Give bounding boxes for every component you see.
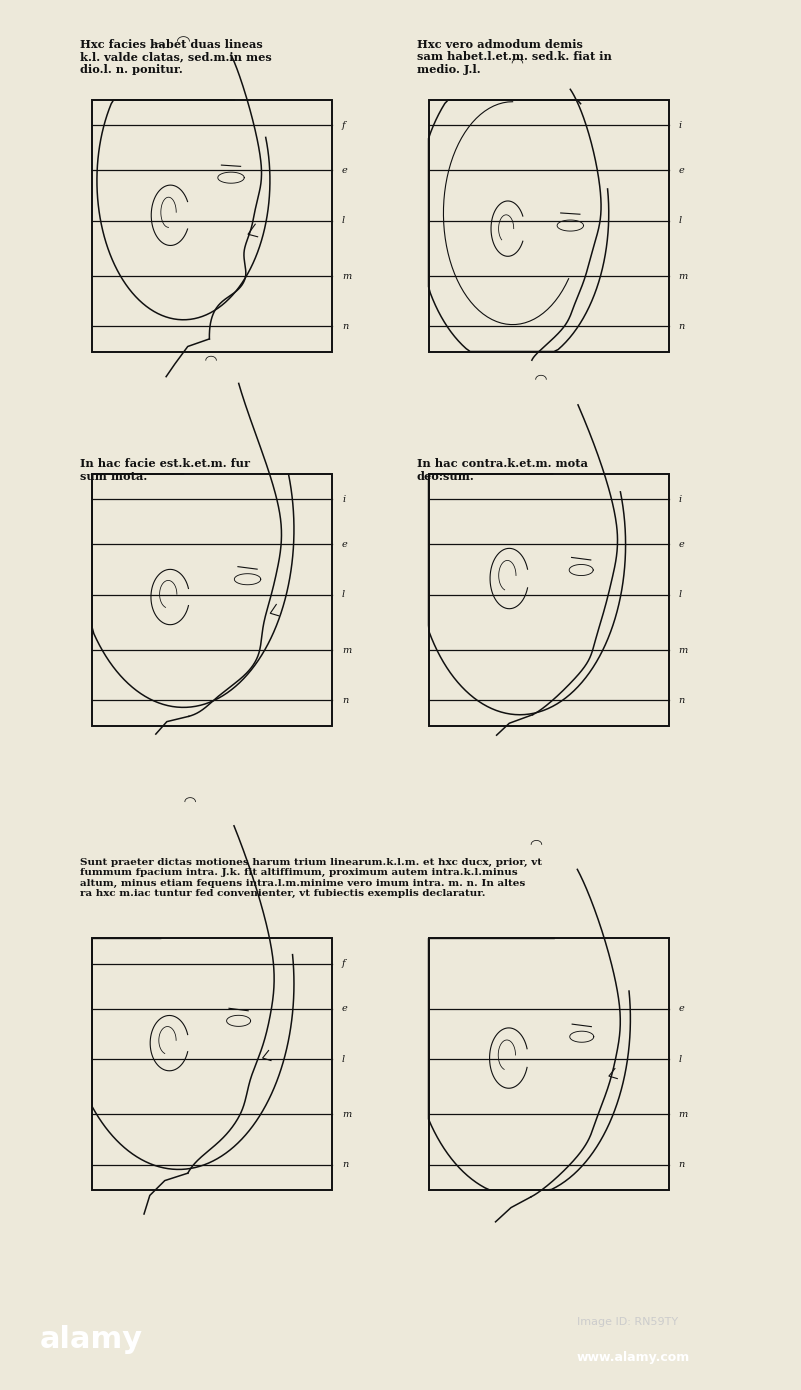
- Text: l: l: [678, 591, 682, 599]
- Text: e: e: [678, 165, 684, 175]
- Text: Hxc facies habet duas lineas
k.l. valde clatas, sed.m.in mes
dio.l. n. ponitur.: Hxc facies habet duas lineas k.l. valde …: [80, 39, 272, 75]
- Text: n: n: [678, 322, 685, 331]
- Text: n: n: [342, 322, 348, 331]
- Text: m: m: [342, 271, 352, 281]
- Text: Sunt praeter dictas motiones harum trium linearum.k.l.m. et hxc ducx, prior, vt
: Sunt praeter dictas motiones harum trium…: [80, 858, 542, 898]
- Text: i: i: [342, 495, 345, 503]
- Text: n: n: [678, 1161, 685, 1169]
- Text: Hxc vero admodum demis
sam habet.l.et.m. sed.k. fiat in
medio. J.l.: Hxc vero admodum demis sam habet.l.et.m.…: [417, 39, 611, 75]
- Text: e: e: [678, 1005, 684, 1013]
- Text: e: e: [342, 1005, 348, 1013]
- Text: f: f: [342, 959, 346, 967]
- Text: l: l: [678, 217, 682, 225]
- Text: n: n: [342, 696, 348, 705]
- Text: www.alamy.com: www.alamy.com: [577, 1351, 690, 1365]
- Text: In hac contra.k.et.m. mota
deo:sum.: In hac contra.k.et.m. mota deo:sum.: [417, 457, 587, 482]
- Text: n: n: [678, 696, 685, 705]
- Text: l: l: [678, 1055, 682, 1063]
- Text: m: m: [678, 271, 688, 281]
- Text: l: l: [342, 217, 345, 225]
- Text: e: e: [678, 539, 684, 549]
- Text: e: e: [342, 165, 348, 175]
- Text: i: i: [678, 495, 682, 503]
- Text: Image ID: RN59TY: Image ID: RN59TY: [577, 1316, 678, 1327]
- Text: l: l: [342, 1055, 345, 1063]
- Text: alamy: alamy: [40, 1326, 143, 1354]
- Text: In hac facie est.k.et.m. fur
sum mota.: In hac facie est.k.et.m. fur sum mota.: [80, 457, 250, 482]
- Text: m: m: [342, 1111, 352, 1119]
- Text: l: l: [342, 591, 345, 599]
- Text: f: f: [342, 121, 346, 129]
- Text: i: i: [678, 121, 682, 129]
- Text: m: m: [678, 645, 688, 655]
- Text: m: m: [342, 645, 352, 655]
- Text: m: m: [678, 1111, 688, 1119]
- Text: e: e: [342, 539, 348, 549]
- Text: n: n: [342, 1161, 348, 1169]
